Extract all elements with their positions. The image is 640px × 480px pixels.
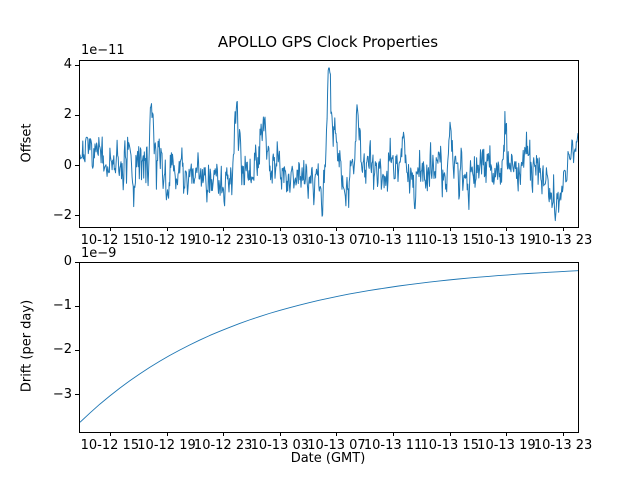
x-tick-label: 10-13 19 [477,233,536,248]
tick-mark [109,227,111,231]
tick-mark [75,215,79,217]
tick-mark [563,227,565,231]
x-tick-label: 10-12 23 [193,438,253,453]
x-tick-label: 10-13 11 [363,438,423,453]
x-tick-label: 10-13 23 [533,438,593,453]
tick-mark [223,227,225,231]
tick-mark [75,114,79,116]
y-tick-label: −1 [52,298,72,314]
x-axis-label: Date (GMT) [290,451,366,466]
tick-mark [506,432,508,436]
tick-mark [393,432,395,436]
x-tick-label: 10-13 15 [420,438,479,453]
x-tick-label: 10-13 19 [477,438,536,453]
tick-mark [223,432,225,436]
x-tick-label: 10-13 11 [363,233,423,248]
y-tick-label: 0 [63,254,72,269]
tick-mark [279,432,281,436]
x-tick-label: 10-13 23 [533,233,593,248]
drift-series-line [80,270,578,423]
x-tick-label: 10-13 07 [307,438,366,453]
y-tick-label: 4 [63,57,72,73]
tick-mark [166,227,168,231]
y-tick-label: −2 [52,342,72,358]
y-tick-label: 0 [63,157,72,173]
drift-line-plot [80,270,578,423]
tick-mark [75,349,79,351]
x-tick-label: 10-12 15 [80,233,140,248]
chart-title: APOLLO GPS Clock Properties [217,33,439,51]
tick-mark [336,432,338,436]
x-tick-label: 10-12 23 [193,233,253,248]
x-tick-label: 10-13 15 [420,233,479,248]
tick-mark [75,261,79,263]
x-tick-label: 10-13 03 [250,233,310,248]
x-tick-label: 10-13 07 [307,233,366,248]
x-tick-label: 10-12 19 [137,233,196,248]
tick-mark [75,165,79,167]
tick-mark [336,227,338,231]
tick-mark [449,432,451,436]
x-tick-label: 10-12 19 [137,438,196,453]
x-tick-label: 10-13 03 [250,438,310,453]
tick-mark [166,432,168,436]
offset-scale-factor: 1e−11 [81,43,125,58]
tick-mark [75,305,79,307]
y-tick-label: −3 [52,386,72,402]
offset-axes [79,60,579,228]
tick-mark [75,64,79,66]
drift-axes [79,262,579,433]
tick-mark [109,432,111,436]
tick-mark [449,227,451,231]
offset-series-line [80,67,578,222]
y-tick-label: 2 [63,107,72,123]
tick-mark [563,432,565,436]
tick-mark [75,394,79,396]
tick-mark [279,227,281,231]
drift-scale-factor: 1e−9 [81,246,117,261]
offset-line-plot [80,67,578,222]
x-tick-label: 10-12 15 [80,438,140,453]
y-tick-label: −2 [52,207,72,223]
tick-mark [506,227,508,231]
tick-mark [393,227,395,231]
